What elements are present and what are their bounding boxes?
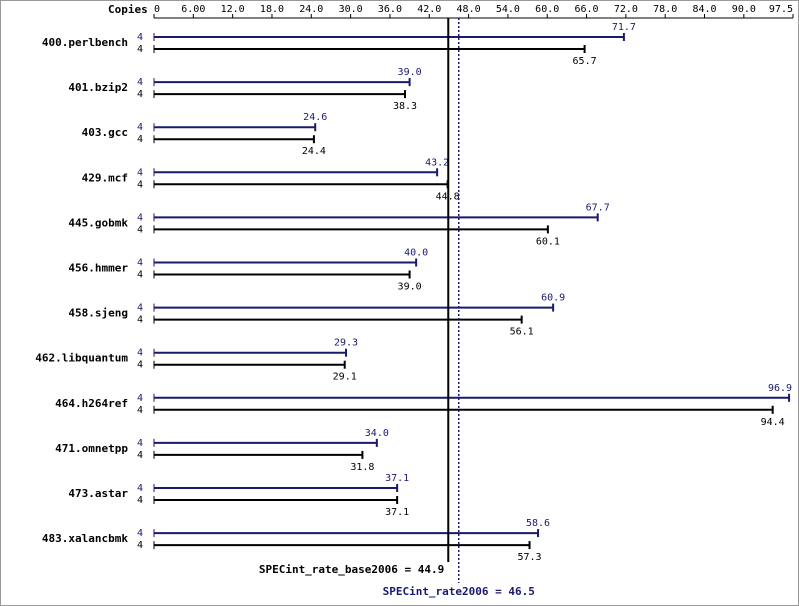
reference-label: SPECint_rate2006 = 46.5: [383, 585, 535, 598]
value-label: 37.1: [385, 507, 409, 518]
value-label: 29.1: [333, 372, 357, 383]
x-tick-label: 84.0: [692, 4, 716, 15]
value-label: 58.6: [526, 518, 550, 529]
copies-label: 4: [137, 224, 143, 235]
category-label: 429.mcf: [82, 171, 128, 184]
copies-label: 4: [137, 167, 143, 178]
value-label: 56.1: [510, 327, 534, 338]
x-tick-label: 6.00: [181, 4, 205, 15]
copies-label: 4: [137, 270, 143, 281]
copies-label: 4: [137, 405, 143, 416]
copies-label: 4: [137, 303, 143, 314]
value-label: 31.8: [350, 462, 374, 473]
value-label: 37.1: [385, 473, 409, 484]
x-tick-label: 66.0: [575, 4, 599, 15]
x-tick-label: 60.0: [535, 4, 559, 15]
axis-label: Copies: [108, 3, 148, 16]
value-label: 60.1: [536, 236, 560, 247]
copies-label: 4: [137, 32, 143, 43]
copies-label: 4: [137, 348, 143, 359]
category-label: 471.omnetpp: [55, 442, 128, 455]
x-tick-label: 18.0: [260, 4, 284, 15]
copies-label: 4: [137, 77, 143, 88]
x-tick-label: 30.0: [339, 4, 363, 15]
value-label: 38.3: [393, 101, 417, 112]
x-tick-label: 48.0: [457, 4, 481, 15]
category-label: 464.h264ref: [55, 397, 128, 410]
x-tick-label: 78.0: [653, 4, 677, 15]
value-label: 24.4: [302, 146, 326, 157]
value-label: 29.3: [334, 338, 358, 349]
category-label: 401.bzip2: [68, 81, 128, 94]
value-label: 24.6: [303, 112, 327, 123]
x-tick-label: 24.0: [299, 4, 323, 15]
copies-label: 4: [137, 258, 143, 269]
copies-label: 4: [137, 393, 143, 404]
copies-label: 4: [137, 540, 143, 551]
value-label: 71.7: [612, 22, 636, 33]
x-tick-label: 90.0: [732, 4, 756, 15]
value-label: 43.2: [425, 157, 449, 168]
x-tick-label: 97.5: [769, 4, 793, 15]
reference-label: SPECint_rate_base2006 = 44.9: [259, 563, 444, 576]
value-label: 67.7: [586, 202, 610, 213]
value-label: 57.3: [517, 552, 541, 563]
copies-label: 4: [137, 360, 143, 371]
copies-label: 4: [137, 89, 143, 100]
x-tick-label: 72.0: [614, 4, 638, 15]
category-label: 400.perlbench: [42, 36, 128, 49]
value-label: 96.9: [768, 383, 792, 394]
value-label: 34.0: [365, 428, 389, 439]
copies-label: 4: [137, 450, 143, 461]
value-label: 40.0: [404, 248, 428, 259]
copies-label: 4: [137, 212, 143, 223]
copies-label: 4: [137, 122, 143, 133]
category-label: 445.gobmk: [68, 216, 128, 229]
copies-label: 4: [137, 438, 143, 449]
copies-label: 4: [137, 134, 143, 145]
x-tick-label: 0: [154, 4, 160, 15]
copies-label: 4: [137, 483, 143, 494]
value-label: 60.9: [541, 293, 565, 304]
category-label: 473.astar: [68, 487, 128, 500]
category-label: 462.libquantum: [35, 352, 128, 365]
x-tick-label: 42.0: [417, 4, 441, 15]
category-label: 456.hmmer: [68, 262, 128, 275]
copies-label: 4: [137, 528, 143, 539]
x-tick-label: 36.0: [378, 4, 402, 15]
value-label: 39.0: [398, 67, 422, 78]
value-label: 39.0: [398, 282, 422, 293]
category-label: 403.gcc: [82, 126, 128, 139]
value-label: 65.7: [573, 56, 597, 67]
category-label: 483.xalancbmk: [42, 532, 128, 545]
copies-label: 4: [137, 44, 143, 55]
x-tick-label: 54.0: [496, 4, 520, 15]
value-label: 94.4: [761, 417, 785, 428]
category-label: 458.sjeng: [68, 307, 128, 320]
copies-label: 4: [137, 315, 143, 326]
copies-label: 4: [137, 495, 143, 506]
copies-label: 4: [137, 179, 143, 190]
x-tick-label: 12.0: [221, 4, 245, 15]
